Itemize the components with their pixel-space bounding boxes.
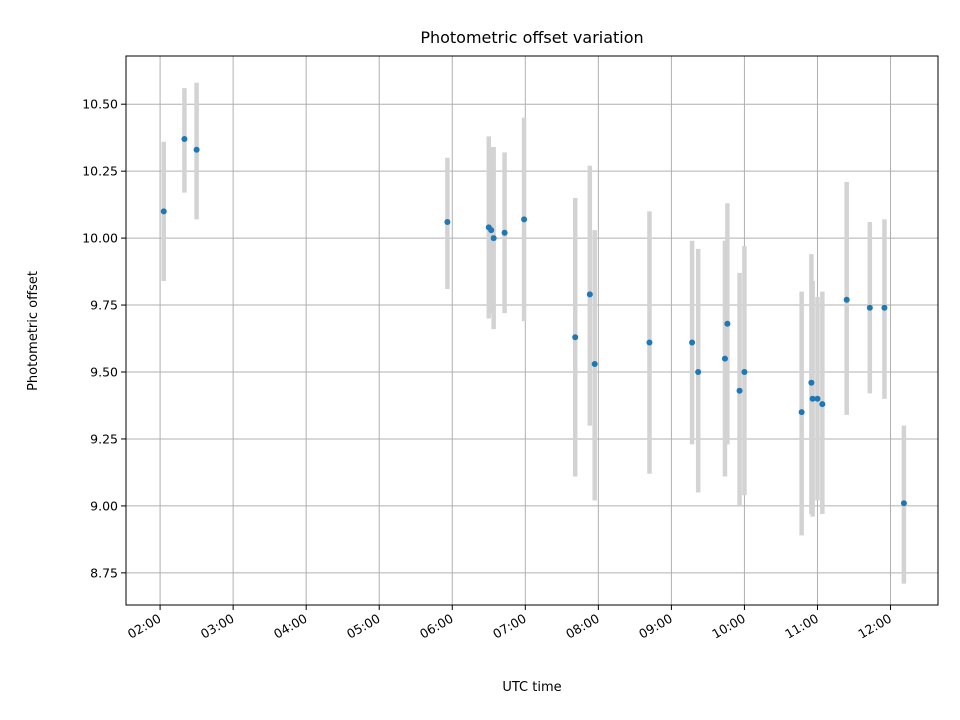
x-axis-label: UTC time xyxy=(502,680,561,695)
data-point xyxy=(843,296,850,303)
data-point xyxy=(689,339,696,346)
x-tick-label: 05:00 xyxy=(344,611,383,642)
data-point xyxy=(724,320,731,327)
x-tick-label: 04:00 xyxy=(271,611,310,642)
data-point xyxy=(646,339,653,346)
data-point xyxy=(160,208,167,215)
y-tick-label: 10.00 xyxy=(82,231,118,246)
y-tick-label: 9.50 xyxy=(90,365,118,380)
data-point xyxy=(819,401,826,408)
data-point xyxy=(798,409,805,416)
x-tick-label: 11:00 xyxy=(782,611,821,642)
data-point xyxy=(881,304,888,311)
data-points xyxy=(160,136,907,507)
data-point xyxy=(501,229,508,236)
data-point xyxy=(741,369,748,376)
y-axis-label: Photometric offset xyxy=(26,271,41,391)
y-tick-label: 8.75 xyxy=(90,565,118,580)
y-tick-label: 10.50 xyxy=(82,97,118,112)
data-point xyxy=(900,500,907,507)
data-point xyxy=(866,304,873,311)
data-point xyxy=(809,395,816,402)
y-tick-label: 9.25 xyxy=(90,431,118,446)
y-tick-label: 9.00 xyxy=(90,498,118,513)
x-tick-label: 12:00 xyxy=(855,611,894,642)
x-tick-label: 03:00 xyxy=(198,611,237,642)
data-point xyxy=(490,235,497,242)
data-point xyxy=(814,395,821,402)
x-tick-label: 10:00 xyxy=(709,611,748,642)
data-point xyxy=(695,369,702,376)
data-point xyxy=(488,227,495,234)
x-axis-ticks: 02:00 03:00 04:00 05:00 06:00 07:00 08:00 09:00… xyxy=(125,605,894,642)
y-tick-label: 10.25 xyxy=(82,164,118,179)
data-point xyxy=(586,291,593,298)
x-tick-label: 02:00 xyxy=(125,611,164,642)
data-point xyxy=(193,146,200,153)
y-tick-label: 9.75 xyxy=(90,298,118,313)
data-point xyxy=(591,360,598,367)
data-point xyxy=(808,379,815,386)
data-point xyxy=(181,136,188,143)
y-axis-ticks: 8.75 9.00 9.25 9.50 9.75 10.00 10.25 10.50 xyxy=(82,97,126,580)
data-point xyxy=(721,355,728,362)
data-point xyxy=(444,219,451,226)
x-tick-label: 07:00 xyxy=(490,611,529,642)
data-point xyxy=(521,216,528,223)
data-point xyxy=(736,387,743,394)
chart-title: Photometric offset variation xyxy=(420,28,643,47)
data-point xyxy=(572,334,579,341)
x-tick-label: 09:00 xyxy=(636,611,675,642)
x-tick-label: 06:00 xyxy=(417,611,456,642)
x-tick-label: 08:00 xyxy=(563,611,602,642)
plot-frame xyxy=(125,55,939,606)
